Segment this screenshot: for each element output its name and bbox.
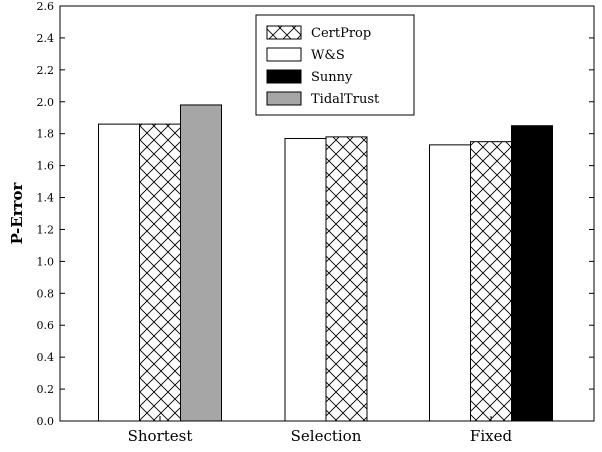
y-tick-label: 0.4	[37, 351, 55, 364]
bar-selection-w-s	[284, 137, 327, 422]
y-axis-label: P-Error	[8, 181, 26, 244]
bar-fixed-w-s	[429, 144, 471, 422]
y-tick-label: 1.4	[37, 192, 55, 205]
y-tick-label: 1.0	[37, 255, 55, 268]
bars-layer	[98, 104, 553, 422]
x-category-label: Shortest	[128, 427, 193, 445]
y-tick-label: 0.2	[37, 383, 55, 396]
bar-selection-certprop	[325, 136, 368, 422]
x-category-label: Selection	[291, 427, 362, 445]
y-tick-label: 2.6	[37, 0, 55, 13]
bar-shortest-w-s	[98, 123, 140, 422]
legend-swatch-certprop	[266, 25, 302, 40]
y-tick-label: 0.6	[37, 319, 55, 332]
x-category-label: Fixed	[470, 427, 513, 445]
y-tick-label: 1.6	[37, 160, 55, 173]
legend-label-w-s: W&S	[311, 48, 345, 63]
y-tick-label: 1.2	[37, 223, 55, 236]
bar-shortest-certprop	[139, 123, 181, 422]
legend-swatch-tidaltrust	[266, 91, 302, 106]
legend-label-certprop: CertProp	[311, 26, 371, 41]
bar-fixed-certprop	[470, 141, 512, 422]
y-tick-label: 0.8	[37, 287, 55, 300]
legend-swatch-w-s	[266, 47, 302, 62]
legend-label-tidaltrust: TidalTrust	[311, 92, 380, 107]
plot-frame	[59, 5, 595, 422]
y-tick-label: 1.8	[37, 128, 55, 141]
bar-fixed-sunny	[511, 125, 553, 422]
ticks-layer: 0.0 0.2 0.4 0.6 0.8 1.0 1.2 1.4 1.6 1.8 2.0 2.2 2.4 2…	[37, 0, 594, 445]
y-tick-label: 2.2	[37, 64, 55, 77]
y-tick-label: 0.0	[37, 415, 55, 428]
legend-swatch-sunny	[266, 69, 302, 84]
y-tick-label: 2.4	[37, 32, 55, 45]
bar-shortest-tidaltrust	[180, 104, 222, 422]
y-tick-label: 2.0	[37, 96, 55, 109]
legend-label-sunny: Sunny	[311, 70, 353, 85]
legend: CertProp W&S Sunny TidalTrust	[255, 14, 415, 116]
